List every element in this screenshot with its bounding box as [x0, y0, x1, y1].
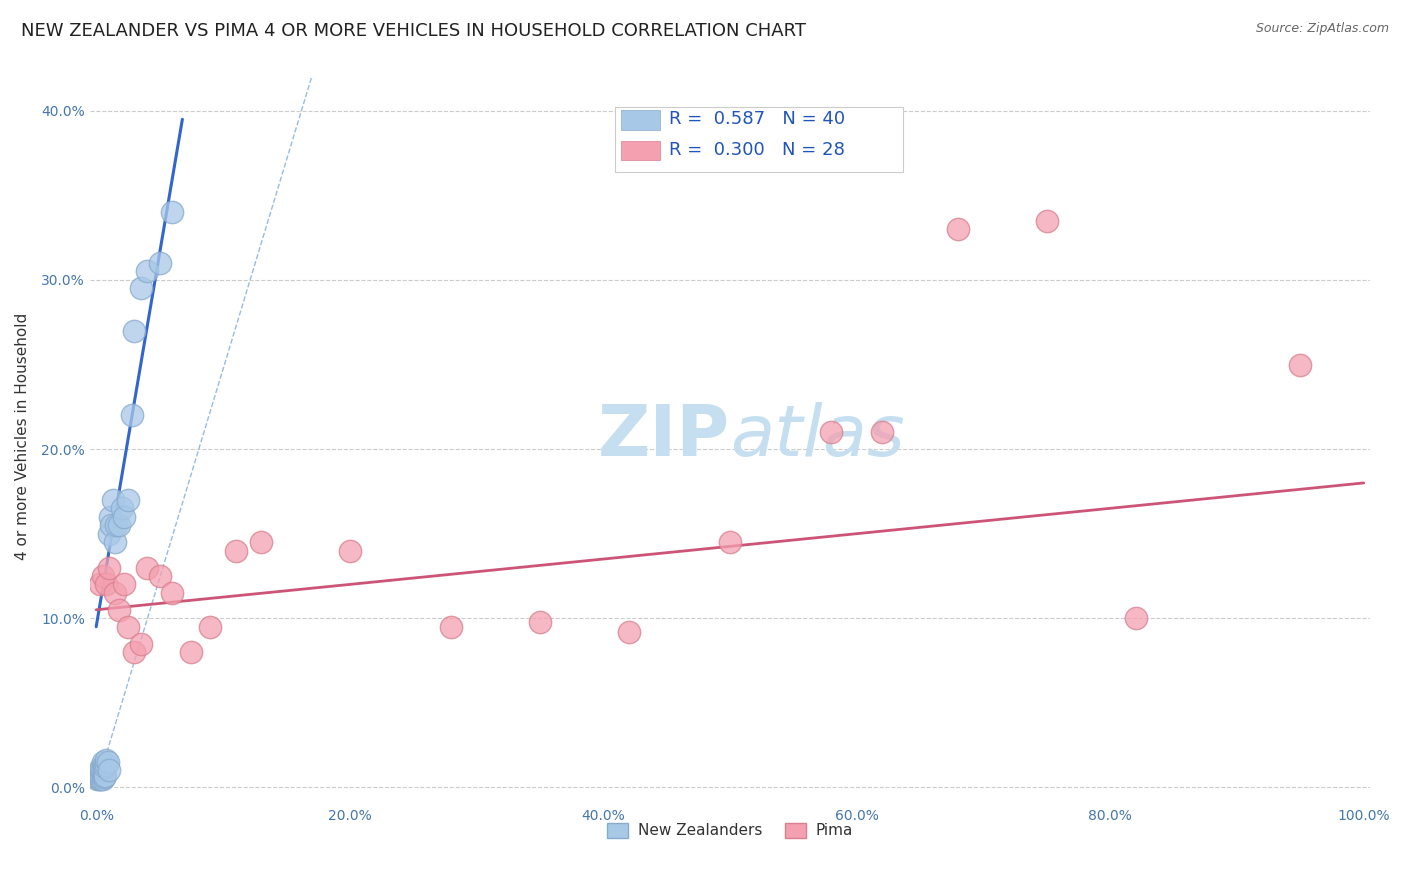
Point: [122, 324, 145, 338]
Point: [180, 645, 202, 659]
Point: [89, 577, 111, 591]
Text: atlas: atlas: [730, 402, 904, 471]
Point: [135, 264, 157, 278]
Point: [90, 772, 112, 786]
Point: [162, 586, 184, 600]
Point: [91, 765, 114, 780]
Y-axis label: 4 or more Vehicles in Household: 4 or more Vehicles in Household: [15, 313, 30, 560]
Point: [87, 772, 110, 786]
Point: [820, 425, 842, 440]
FancyBboxPatch shape: [614, 107, 903, 171]
Point: [104, 586, 127, 600]
Point: [870, 425, 893, 440]
Point: [100, 518, 122, 533]
Point: [225, 543, 247, 558]
Point: [98, 509, 121, 524]
Point: [718, 535, 741, 549]
Legend: New Zealanders, Pima: New Zealanders, Pima: [600, 817, 859, 845]
Point: [112, 577, 135, 591]
Text: ZIP: ZIP: [598, 402, 730, 471]
Point: [148, 569, 170, 583]
Point: [946, 222, 969, 236]
Point: [129, 637, 152, 651]
Point: [91, 755, 114, 769]
Point: [440, 620, 463, 634]
Point: [94, 760, 117, 774]
Point: [117, 620, 139, 634]
Point: [105, 518, 128, 533]
Point: [200, 620, 222, 634]
Point: [97, 526, 120, 541]
Point: [617, 624, 640, 639]
Point: [1036, 213, 1059, 227]
Point: [93, 764, 115, 778]
Text: R =  0.587   N = 40: R = 0.587 N = 40: [668, 111, 845, 128]
Point: [91, 569, 114, 583]
Point: [339, 543, 361, 558]
Point: [91, 760, 114, 774]
Point: [148, 256, 170, 270]
Point: [89, 768, 111, 782]
Point: [93, 770, 115, 784]
Point: [104, 535, 127, 549]
Point: [96, 577, 118, 591]
Point: [90, 768, 112, 782]
Point: [1289, 358, 1312, 372]
Text: NEW ZEALANDER VS PIMA 4 OR MORE VEHICLES IN HOUSEHOLD CORRELATION CHART: NEW ZEALANDER VS PIMA 4 OR MORE VEHICLES…: [21, 22, 806, 40]
Point: [96, 758, 118, 772]
Point: [1125, 611, 1147, 625]
Point: [108, 603, 131, 617]
Point: [97, 755, 120, 769]
Point: [117, 492, 139, 507]
Point: [90, 760, 112, 774]
Point: [529, 615, 551, 629]
Point: [90, 764, 112, 778]
Point: [87, 767, 110, 781]
Point: [91, 772, 114, 786]
Point: [89, 764, 111, 778]
Point: [135, 560, 157, 574]
Text: Source: ZipAtlas.com: Source: ZipAtlas.com: [1256, 22, 1389, 36]
Point: [86, 772, 108, 786]
FancyBboxPatch shape: [621, 141, 659, 161]
Point: [89, 772, 111, 786]
Point: [108, 518, 131, 533]
Text: R =  0.300   N = 28: R = 0.300 N = 28: [668, 141, 845, 159]
Point: [93, 758, 115, 772]
Point: [94, 768, 117, 782]
Point: [110, 501, 132, 516]
Point: [91, 768, 114, 782]
FancyBboxPatch shape: [621, 111, 659, 129]
Point: [121, 409, 143, 423]
Point: [97, 560, 120, 574]
Point: [162, 205, 184, 219]
Point: [97, 764, 120, 778]
Point: [112, 509, 135, 524]
Point: [122, 645, 145, 659]
Point: [250, 535, 273, 549]
Point: [96, 753, 118, 767]
Point: [101, 492, 124, 507]
Point: [129, 281, 152, 295]
